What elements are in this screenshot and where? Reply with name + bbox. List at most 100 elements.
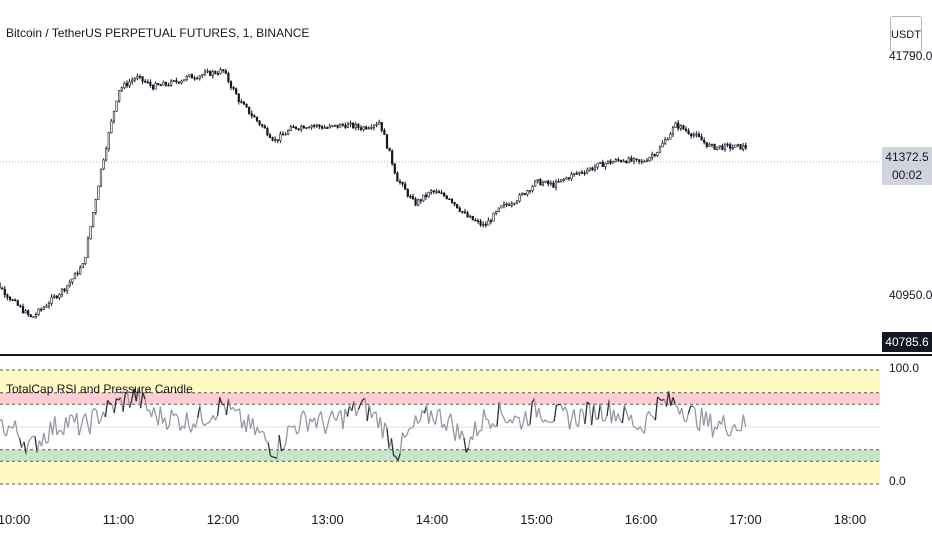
rsi-line-segment [203,423,208,427]
rsi-line-segment [0,418,3,421]
candle [682,124,685,130]
candle [102,158,105,171]
candle [47,301,51,309]
rsi-line-segment [157,406,162,426]
candle [664,136,667,146]
rsi-line-segment [386,428,390,450]
candle [245,103,248,108]
candle [508,202,511,206]
rsi-line-segment [302,410,307,417]
candle [310,124,313,130]
candle [253,114,256,118]
rsi-line-segment [399,432,404,454]
candle [261,123,264,128]
candle [362,125,365,132]
candle [539,178,542,186]
candle [16,299,19,307]
candle [601,159,604,168]
rsi-line-segment [23,441,27,455]
rsi-line-segment [216,397,221,416]
candle [162,80,165,86]
candle [258,120,261,127]
rsi-line-segment [324,425,329,434]
candle [658,145,662,153]
candle [294,126,298,130]
rsi-line-segment [390,438,395,456]
candle [430,188,433,195]
rsi-line-segment [458,430,463,440]
candle [63,287,66,293]
last-price: 41372.5 [885,150,929,164]
candle [482,221,485,228]
candle [99,168,103,188]
candle [679,124,682,131]
candle [443,191,446,198]
candle [170,79,173,87]
candle [328,123,331,129]
rsi-line-segment [16,433,21,439]
candle [674,121,677,128]
candle [617,157,620,163]
candle [73,272,77,280]
rsi-line-segment [586,401,590,405]
rsi-line-segment [76,413,80,436]
rsi-line-segment [353,401,357,417]
candle [209,70,212,76]
rsi-line-segment [639,426,643,431]
candle [474,217,477,222]
candle [86,236,90,258]
time-axis-label: 13:00 [311,512,344,527]
candle [606,160,610,165]
candle [89,226,92,240]
candle [560,179,563,183]
candle [206,68,209,74]
rsi-line-segment [584,401,588,425]
candle [292,124,295,129]
rsi-line-segment [252,418,256,436]
rsi-line-segment [698,407,703,431]
rsi-line-segment [80,416,85,427]
candle [414,196,417,207]
candle [216,70,220,76]
rsi-line-segment [179,425,183,431]
candle [300,124,303,133]
candle [718,145,721,150]
rsi-line-segment [654,396,659,421]
rsi-line-segment [397,453,401,461]
candle [341,122,344,127]
rsi-line-segment [615,413,619,422]
rsi-line-segment [480,409,485,431]
candle [37,308,40,316]
rsi-line-segment [500,412,505,418]
candle [34,312,38,319]
rsi-line-segment [564,406,568,413]
candle [370,124,373,130]
candle [469,214,472,218]
candle [586,167,589,175]
rsi-line-segment [208,419,212,424]
candle [232,85,235,91]
rsi-line-segment [450,413,454,428]
candle [118,90,121,103]
indicator-title[interactable]: TotalCap RSI and Pressure Candle [6,382,193,396]
currency-button[interactable]: USDT [890,16,922,52]
rsi-line-segment [667,391,672,406]
rsi-line-segment [93,407,98,411]
candle [287,129,290,136]
rsi-line-segment [733,424,738,431]
candle [703,137,706,145]
candle [515,200,519,205]
indicator-lower-label: 0.0 [889,474,906,488]
rsi-line-segment [142,392,146,400]
candle [349,120,352,128]
candle [211,69,214,79]
candle [193,75,196,81]
rsi-line-segment [434,410,439,425]
candle [500,205,503,209]
candle [677,120,680,132]
candle [697,131,701,138]
candle [653,153,656,158]
candle [11,298,14,302]
